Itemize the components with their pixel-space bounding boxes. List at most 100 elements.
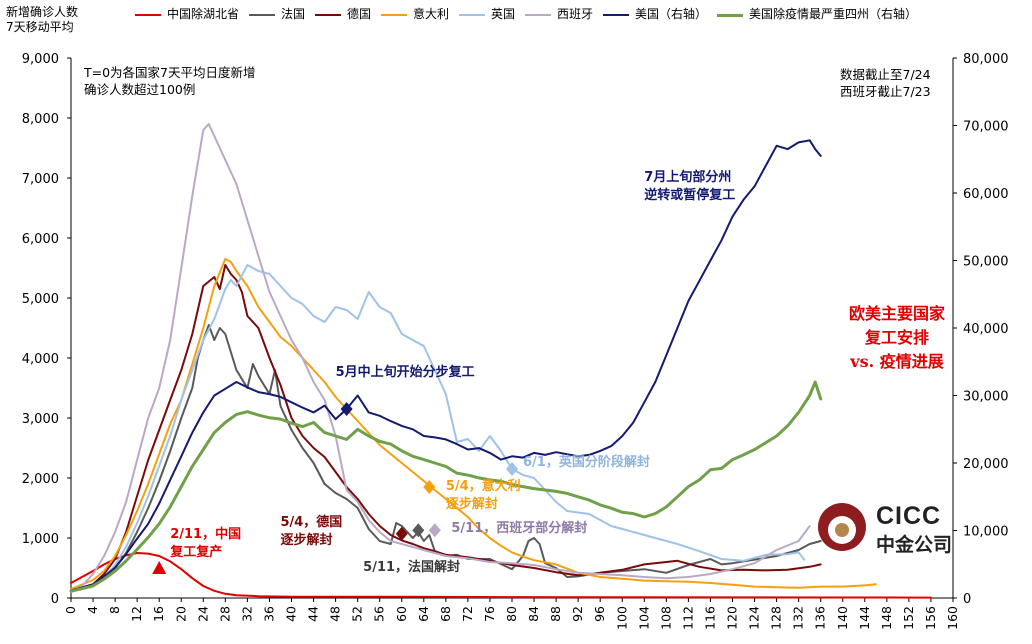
y-left-tick-label: 6,000: [22, 232, 59, 247]
cicc-emblem-icon: [818, 503, 866, 551]
annotation-line: 6/1，英国分阶段解封: [523, 454, 650, 470]
annotation-line: 逐步解封: [446, 496, 498, 512]
y-right-tick-label: 80,000: [963, 52, 1009, 67]
legend-label: 德国: [347, 7, 372, 21]
legend-swatch: [249, 14, 275, 16]
annotation-5: 6/1，英国分阶段解封: [523, 454, 650, 470]
legend-swatch: [315, 14, 341, 16]
y-right-tick-label: 20,000: [963, 457, 1009, 472]
x-tick-label: 112: [680, 606, 695, 630]
marker-diamond-2: [506, 462, 518, 476]
annotation-4: 5/11，西班牙部分解封: [451, 520, 587, 536]
series-line-1: [70, 324, 822, 592]
legend-label: 法国: [281, 7, 306, 21]
series-line-4: [70, 264, 806, 592]
x-tick-label: 12: [129, 606, 144, 622]
legend-swatch: [525, 14, 551, 16]
x-tick-label: 144: [857, 606, 872, 630]
side-title-line-2: 复工安排: [864, 328, 929, 347]
annotation-line: 7月上旬部分州: [644, 169, 731, 185]
x-tick-label: 44: [306, 606, 321, 622]
x-tick-label: 60: [394, 606, 409, 622]
legend-label: 美国（右轴）: [635, 7, 708, 21]
x-tick-label: 88: [548, 606, 563, 622]
x-tick-label: 128: [769, 606, 784, 630]
legend-label: 西班牙: [557, 7, 594, 21]
annotation-line: 逆转或暂停复工: [644, 187, 735, 203]
annotation-line: 5/11，西班牙部分解封: [451, 520, 587, 536]
x-tick-label: 120: [725, 606, 740, 630]
x-tick-label: 8: [107, 606, 122, 614]
x-tick-label: 72: [460, 606, 475, 622]
y-left-tick-label: 2,000: [22, 472, 59, 487]
legend-label: 意大利: [413, 7, 450, 21]
legend-label: 中国除湖北省: [167, 7, 240, 21]
annotation-line: 复工复产: [169, 544, 222, 560]
x-tick-label: 4: [85, 606, 100, 614]
y-axis-title-line-2: 7天移动平均: [6, 20, 74, 34]
series-lines: [69, 123, 932, 599]
legend-label: 英国: [491, 7, 516, 21]
y-right-tick-label: 30,000: [963, 390, 1009, 405]
x-tick-label: 80: [504, 606, 519, 622]
logo-text-en: CICC: [876, 502, 942, 530]
series-line-7: [69, 380, 823, 593]
x-tick-label: 136: [813, 606, 828, 630]
note-left: T=0为各国家7天平均日度新增 确诊人数超过100例: [84, 65, 256, 97]
logo-text-cn: 中金公司: [876, 534, 953, 556]
annotation-6: 5月中上旬开始分步复工: [336, 364, 475, 380]
y-right-tick-label: 0: [963, 592, 971, 607]
x-tick-label: 84: [526, 606, 541, 622]
legend-swatch: [381, 14, 407, 16]
y-left-tick-label: 9,000: [22, 52, 59, 67]
y-right-tick-label: 60,000: [963, 187, 1009, 202]
x-tick-label: 64: [416, 606, 431, 622]
annotation-line: 5月中上旬开始分步复工: [336, 364, 475, 380]
axes: 0 1,000 2,000 3,000 4,000 5,000 6,000 7,000 8,00…: [22, 52, 1009, 630]
x-tick-label: 124: [747, 606, 762, 630]
x-tick-label: 76: [482, 606, 497, 622]
y-right-tick-label: 10,000: [963, 525, 1009, 540]
legend-label: 美国除疫情最严重四州（右轴）: [749, 7, 918, 21]
annotation-line: 5/4，德国: [280, 514, 342, 530]
x-tick-label: 40: [284, 606, 299, 622]
legend-swatch: [603, 14, 629, 16]
y-axis-title-line-1: 新增确诊人数: [6, 5, 79, 19]
x-tick-label: 116: [702, 606, 717, 630]
x-tick-label: 52: [350, 606, 365, 622]
event-markers: [152, 402, 518, 574]
y-right-tick-label: 50,000: [963, 255, 1009, 270]
marker-diamond-5: [395, 526, 408, 541]
x-tick-label: 148: [879, 606, 894, 630]
annotation-2: 5/11，法国解封: [363, 559, 460, 575]
annotations: 2/11，中国复工复产5/4，德国逐步解封5/11，法国解封5/4，意大利逐步解…: [169, 169, 735, 575]
x-tick-label: 100: [614, 606, 629, 630]
x-tick-label: 96: [592, 606, 607, 622]
side-title-line-1: 欧美主要国家: [848, 304, 945, 323]
x-tick-label: 68: [438, 606, 453, 622]
annotation-0: 2/11，中国复工复产: [169, 526, 241, 560]
annotation-7: 7月上旬部分州逆转或暂停复工: [644, 169, 735, 203]
marker-diamond-3: [423, 480, 436, 494]
legend-swatch: [459, 14, 485, 16]
x-tick-label: 140: [835, 606, 850, 630]
x-tick-label: 24: [195, 606, 210, 622]
x-tick-label: 32: [239, 606, 254, 622]
x-tick-label: 108: [658, 606, 673, 630]
x-tick-label: 20: [173, 606, 188, 622]
annotation-line: 5/4，意大利: [446, 478, 521, 494]
legend-swatch: [135, 14, 161, 16]
note-right: 数据截止至7/24 西班牙截止7/23: [840, 67, 931, 99]
series-line-3: [70, 258, 877, 590]
marker-diamond-4: [428, 523, 441, 538]
y-left-tick-label: 0: [51, 592, 59, 607]
series-line-6: [70, 139, 822, 592]
y-right-tick-label: 40,000: [963, 322, 1009, 337]
y-left-tick-label: 4,000: [22, 352, 59, 367]
cicc-logo: CICC 中金公司: [818, 500, 968, 556]
legend-swatch: [717, 14, 743, 17]
x-tick-label: 92: [570, 606, 585, 622]
y-left-tick-label: 1,000: [22, 532, 59, 547]
x-tick-label: 48: [328, 606, 343, 622]
